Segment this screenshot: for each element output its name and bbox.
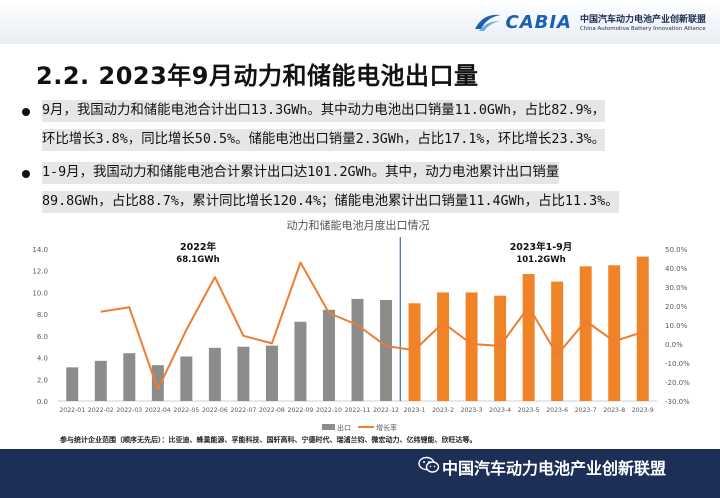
growth-rate-line	[100, 261, 644, 391]
bar-export	[408, 303, 421, 401]
x-tick-label: 2022-04	[145, 407, 171, 414]
bar-export	[494, 295, 507, 401]
source-note: 参与统计企业范围（顺序无先后）：比亚迪、蜂巢能源、孚能科技、国轩高科、宁德时代、…	[60, 435, 477, 444]
annotation-2023-year: 2023年1-9月	[510, 241, 573, 253]
x-tick-label: 2023-8	[603, 407, 625, 414]
bar-export	[208, 347, 221, 401]
bullet-dot-icon	[22, 170, 30, 178]
x-tick-label: 2022-07	[230, 407, 256, 414]
logo-org-names: 中国汽车动力电池产业创新联盟 China Automotive Battery …	[580, 12, 706, 32]
bullet-dot-icon	[22, 108, 30, 116]
bar-export	[636, 256, 649, 401]
annotation-2022-year: 2022年	[180, 241, 216, 253]
bar-export	[465, 292, 478, 401]
bar-export	[94, 360, 107, 401]
x-tick-label: 2022-10	[316, 407, 342, 414]
legend-bar-label: 出口	[337, 423, 351, 432]
x-tick-label: 2022-03	[116, 407, 142, 414]
header-bar: CABIA 中国汽车动力电池产业创新联盟 China Automotive Ba…	[0, 0, 720, 44]
x-tick-label: 2022-08	[259, 407, 285, 414]
y-left-tick-label: 4.0	[37, 355, 48, 363]
bar-export	[579, 266, 592, 401]
y-right-tick-label: -20.0%	[665, 379, 690, 387]
x-tick-label: 2023-7	[575, 407, 597, 414]
y-left-tick-label: 14.0	[32, 246, 48, 254]
bar-export	[608, 265, 621, 401]
chart-title: 动力和储能电池月度出口情况	[287, 218, 430, 232]
bar-export	[294, 321, 307, 401]
y-left-tick-label: 0.0	[37, 398, 48, 406]
wechat-icon	[418, 456, 440, 473]
x-tick-label: 2022-11	[345, 407, 371, 414]
x-tick-label: 2023-5	[518, 407, 540, 414]
x-tick-label: 2022-05	[173, 407, 199, 414]
y-right-tick-label: 40.0%	[665, 265, 688, 273]
org-name-en: China Automotive Battery Innovation Alli…	[579, 26, 706, 32]
logo-wordmark: CABIA	[505, 11, 572, 33]
bullet1-line1: 9月，我国动力和储能电池合计出口13.3GWh。其中动力电池出口销量11.0GW…	[42, 100, 605, 122]
x-tick-label: 2023-6	[546, 407, 568, 414]
y-right-tick-label: 50.0%	[665, 246, 688, 254]
y-left-tick-label: 10.0	[32, 289, 48, 297]
legend-bar-swatch	[322, 424, 335, 430]
bar-export	[551, 281, 564, 401]
bar-export	[123, 353, 136, 401]
bar-export	[151, 365, 164, 401]
bar-export	[237, 346, 250, 401]
x-tick-label: 2023-2	[432, 407, 454, 414]
y-right-tick-label: 30.0%	[665, 284, 688, 292]
annotation-2022-total: 68.1GWh	[176, 255, 219, 265]
y-right-tick-label: -30.0%	[665, 398, 690, 406]
y-right-tick-label: 20.0%	[665, 303, 688, 311]
bar-export	[322, 309, 335, 401]
annotation-2023-total: 101.2GWh	[516, 255, 565, 265]
export-chart: 动力和储能电池月度出口情况 0.0 2.0 4.0 6.0 8.0 10.0 12.0 14.0…	[32, 218, 690, 444]
org-name-cn: 中国汽车动力电池产业创新联盟	[579, 15, 706, 25]
bar-export	[265, 345, 278, 401]
x-tick-label: 2022-06	[202, 407, 228, 414]
bullet2-line2: 89.8GWh，占比88.7%，累计同比增长120.4%；储能电池累计出口销量1…	[42, 191, 619, 213]
bar-export	[522, 273, 535, 401]
bullet2-line1: 1-9月，我国动力和储能电池合计累计出口达101.2GWh。其中，动力电池累计出…	[42, 162, 560, 184]
y-left-tick-label: 12.0	[32, 268, 48, 276]
x-tick-label: 2023-9	[632, 407, 654, 414]
bar-export	[437, 292, 450, 401]
slide-title: 2.2. 2023年9月动力和储能电池出口量	[36, 62, 479, 90]
x-tick-label: 2023-4	[489, 407, 511, 414]
x-tick-label: 2023-3	[461, 407, 483, 414]
y-left-tick-label: 2.0	[37, 376, 48, 384]
x-tick-label: 2022-02	[88, 407, 114, 414]
legend-line-label: 增长率	[376, 423, 397, 432]
bar-export	[380, 300, 393, 401]
bar-export	[351, 298, 364, 401]
footer-bar	[0, 449, 720, 498]
logo-swoosh-icon	[475, 14, 502, 31]
cabia-logo: CABIA 中国汽车动力电池产业创新联盟 China Automotive Ba…	[473, 9, 706, 35]
x-tick-label: 2023-1	[404, 407, 426, 414]
y-right-tick-label: 0.0%	[665, 341, 683, 349]
x-tick-label: 2022-01	[59, 407, 85, 414]
y-right-tick-label: -10.0%	[665, 360, 690, 368]
y-left-tick-label: 6.0	[37, 333, 48, 341]
footer-org-name: 中国汽车动力电池产业创新联盟	[442, 459, 667, 478]
x-tick-label: 2022-09	[288, 407, 314, 414]
bar-export	[180, 356, 193, 401]
y-right-tick-label: 10.0%	[665, 322, 688, 330]
bar-export	[66, 367, 79, 401]
bullet1-line2: 环比增长3.8%，同比增长50.5%。储能电池出口销量2.3GWh，占比17.1…	[42, 129, 606, 151]
x-tick-label: 2022-12	[373, 407, 399, 414]
y-left-tick-label: 8.0	[37, 311, 48, 319]
